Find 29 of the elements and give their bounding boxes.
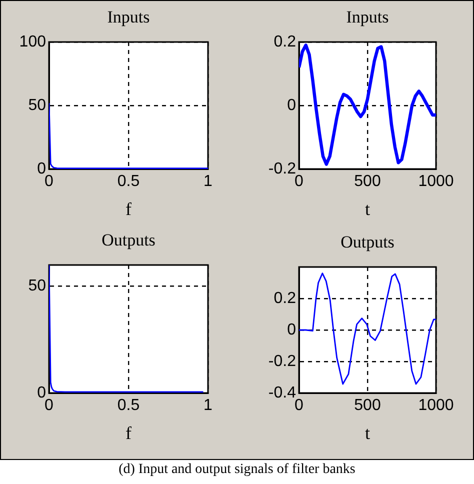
y-tick-label: 100 — [19, 33, 46, 50]
y-tick-label: 0 — [287, 321, 296, 338]
chart-title: Inputs — [346, 7, 389, 26]
text: (d) Input and output signals of filter banks — [118, 462, 356, 478]
y-tick-label: 0 — [287, 96, 296, 114]
y-tick-label: 0.2 — [274, 33, 296, 50]
y-tick-label: -0.2 — [268, 160, 296, 178]
x-tick-label: 1000 — [418, 173, 454, 190]
chart-title: Outputs — [340, 232, 394, 252]
y-tick-label: -0.4 — [268, 384, 296, 402]
x-axis-title: t — [364, 198, 370, 219]
chart-title: Outputs — [102, 230, 156, 250]
x-tick-label: 1000 — [418, 397, 454, 414]
x-axis-title: t — [364, 422, 370, 443]
y-tick-label: 0 — [37, 384, 46, 402]
x-tick-label: 1 — [204, 397, 213, 414]
x-tick-label: 1 — [204, 173, 213, 190]
x-tick-label: 500 — [354, 173, 381, 190]
x-tick-label: 0.5 — [117, 397, 140, 414]
y-tick-label: -0.2 — [268, 352, 296, 370]
x-tick-label: 500 — [354, 397, 381, 414]
x-tick-label: 0.5 — [117, 173, 140, 190]
y-tick-label: 0.2 — [274, 290, 296, 307]
x-axis-title: f — [126, 422, 132, 443]
chart-title: Inputs — [107, 7, 150, 26]
x-axis-title: f — [126, 198, 132, 219]
y-tick-label: 50 — [28, 96, 46, 114]
y-tick-label: 0 — [37, 160, 46, 178]
y-tick-label: 50 — [28, 278, 46, 295]
